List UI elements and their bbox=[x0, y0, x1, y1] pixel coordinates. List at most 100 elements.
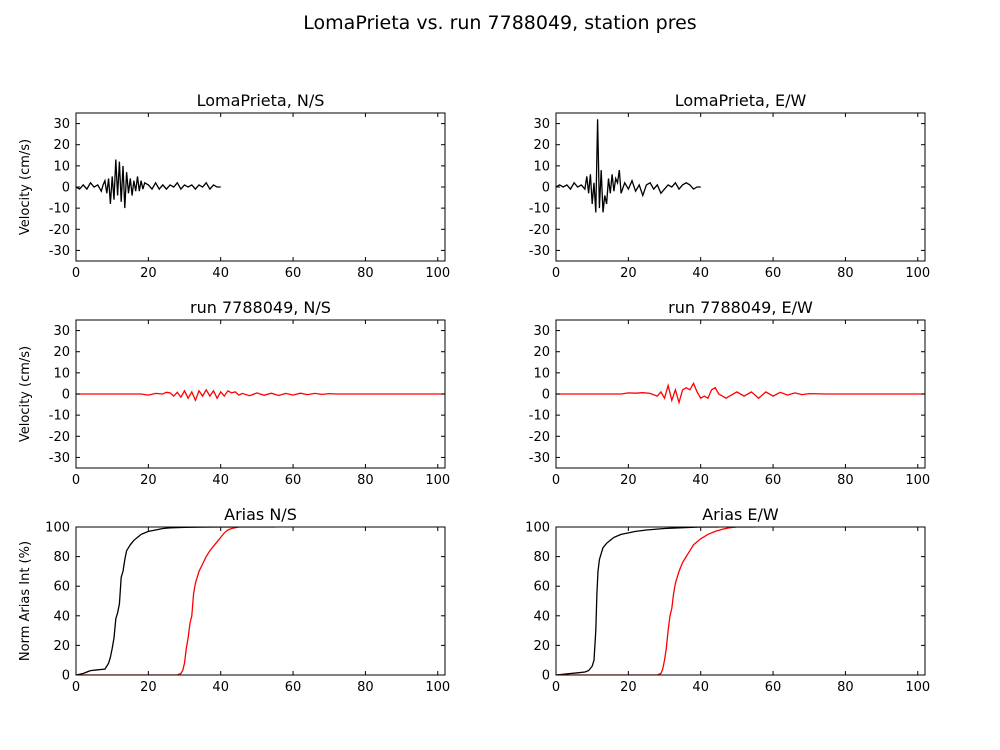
y-tick-label: 0 bbox=[542, 388, 550, 403]
series-line bbox=[76, 388, 445, 403]
y-tick-label: 30 bbox=[53, 324, 70, 339]
x-tick-label: 40 bbox=[212, 266, 229, 281]
y-tick-label: 20 bbox=[53, 639, 70, 654]
y-tick-label: 20 bbox=[533, 345, 550, 360]
chart-panel: 0 20 40 60 80 100 -30 -20 -10 0 10 20 30 run 7788049,… bbox=[18, 298, 450, 488]
chart-title: LomaPrieta, E/W bbox=[675, 91, 807, 110]
x-tick-label: 0 bbox=[72, 680, 80, 695]
chart-title: Arias E/W bbox=[702, 505, 779, 524]
x-tick-label: 40 bbox=[692, 473, 709, 488]
y-tick-label: -10 bbox=[49, 202, 70, 217]
y-tick-label: 0 bbox=[62, 388, 70, 403]
y-tick-label: 10 bbox=[533, 159, 550, 174]
y-tick-label: 100 bbox=[45, 521, 70, 536]
x-tick-label: 100 bbox=[905, 473, 930, 488]
y-tick-label: 40 bbox=[53, 609, 70, 624]
x-tick-label: 80 bbox=[837, 473, 854, 488]
x-tick-label: 60 bbox=[765, 266, 782, 281]
y-tick-label: 40 bbox=[533, 609, 550, 624]
x-tick-label: 20 bbox=[620, 473, 637, 488]
x-tick-label: 40 bbox=[692, 266, 709, 281]
x-tick-label: 100 bbox=[425, 266, 450, 281]
plot-frame bbox=[555, 526, 926, 676]
y-tick-label: 60 bbox=[533, 580, 550, 595]
x-tick-label: 100 bbox=[905, 266, 930, 281]
series-line bbox=[76, 527, 239, 675]
y-tick-label: 0 bbox=[542, 669, 550, 684]
x-tick-label: 60 bbox=[285, 680, 302, 695]
y-tick-label: 20 bbox=[53, 345, 70, 360]
y-tick-label: 10 bbox=[533, 366, 550, 381]
y-tick-label: -30 bbox=[529, 451, 550, 466]
y-tick-label: 80 bbox=[53, 550, 70, 565]
y-axis-label: Velocity (cm/s) bbox=[18, 346, 33, 442]
x-tick-label: 60 bbox=[765, 680, 782, 695]
x-tick-label: 20 bbox=[140, 680, 157, 695]
y-tick-label: 60 bbox=[53, 580, 70, 595]
y-axis-label: Velocity (cm/s) bbox=[18, 139, 33, 235]
y-tick-label: -30 bbox=[529, 244, 550, 259]
x-tick-label: 80 bbox=[357, 473, 374, 488]
x-tick-label: 80 bbox=[357, 680, 374, 695]
x-tick-label: 80 bbox=[837, 266, 854, 281]
x-tick-label: 100 bbox=[425, 680, 450, 695]
chart-title: Arias N/S bbox=[224, 505, 297, 524]
y-tick-label: -10 bbox=[49, 409, 70, 424]
x-tick-label: 0 bbox=[552, 266, 560, 281]
y-tick-label: 10 bbox=[53, 159, 70, 174]
y-tick-label: 0 bbox=[542, 181, 550, 196]
series-line bbox=[556, 119, 701, 213]
y-tick-label: 30 bbox=[533, 117, 550, 132]
x-tick-label: 60 bbox=[765, 473, 782, 488]
x-tick-label: 80 bbox=[837, 680, 854, 695]
y-tick-label: 100 bbox=[525, 521, 550, 536]
x-tick-label: 60 bbox=[285, 473, 302, 488]
x-tick-label: 0 bbox=[72, 473, 80, 488]
chart-title: run 7788049, N/S bbox=[190, 298, 331, 317]
plot-frame bbox=[75, 526, 446, 676]
y-tick-label: 30 bbox=[533, 324, 550, 339]
series-line bbox=[556, 527, 755, 675]
series-line bbox=[556, 527, 719, 675]
x-tick-label: 40 bbox=[212, 473, 229, 488]
x-tick-label: 60 bbox=[285, 266, 302, 281]
chart-title: LomaPrieta, N/S bbox=[197, 91, 325, 110]
chart-panel: 0 20 40 60 80 100 0 20 40 60 80 100 Arias N/S Norm Ar… bbox=[18, 505, 450, 695]
chart-panel: 0 20 40 60 80 100 -30 -20 -10 0 10 20 30 run 7788049,… bbox=[529, 298, 930, 488]
x-tick-label: 20 bbox=[620, 266, 637, 281]
y-tick-label: 30 bbox=[53, 117, 70, 132]
x-tick-label: 20 bbox=[140, 266, 157, 281]
y-axis-label: Norm Arias Int (%) bbox=[18, 541, 33, 661]
y-tick-label: -20 bbox=[529, 430, 550, 445]
x-tick-label: 100 bbox=[425, 473, 450, 488]
x-tick-label: 20 bbox=[140, 473, 157, 488]
x-tick-label: 0 bbox=[552, 680, 560, 695]
series-line bbox=[76, 159, 221, 209]
y-tick-label: 0 bbox=[62, 669, 70, 684]
y-tick-label: 20 bbox=[533, 138, 550, 153]
x-tick-label: 40 bbox=[692, 680, 709, 695]
x-tick-label: 80 bbox=[357, 266, 374, 281]
x-tick-label: 100 bbox=[905, 680, 930, 695]
y-tick-label: 20 bbox=[53, 138, 70, 153]
series-line bbox=[76, 527, 275, 675]
y-tick-label: 10 bbox=[53, 366, 70, 381]
y-tick-label: -30 bbox=[49, 244, 70, 259]
y-tick-label: 80 bbox=[533, 550, 550, 565]
y-tick-label: 20 bbox=[533, 639, 550, 654]
x-tick-label: 20 bbox=[620, 680, 637, 695]
y-tick-label: 0 bbox=[62, 181, 70, 196]
x-tick-label: 0 bbox=[552, 473, 560, 488]
y-tick-label: -20 bbox=[49, 223, 70, 238]
series-line bbox=[556, 381, 925, 405]
y-tick-label: -30 bbox=[49, 451, 70, 466]
y-tick-label: -20 bbox=[529, 223, 550, 238]
y-tick-label: -10 bbox=[529, 202, 550, 217]
y-tick-label: -20 bbox=[49, 430, 70, 445]
y-tick-label: -10 bbox=[529, 409, 550, 424]
figure-title: LomaPrieta vs. run 7788049, station pres bbox=[303, 12, 696, 34]
chart-panel: 0 20 40 60 80 100 0 20 40 60 80 100 Arias E/W bbox=[525, 505, 930, 695]
x-tick-label: 40 bbox=[212, 680, 229, 695]
x-tick-label: 0 bbox=[72, 266, 80, 281]
